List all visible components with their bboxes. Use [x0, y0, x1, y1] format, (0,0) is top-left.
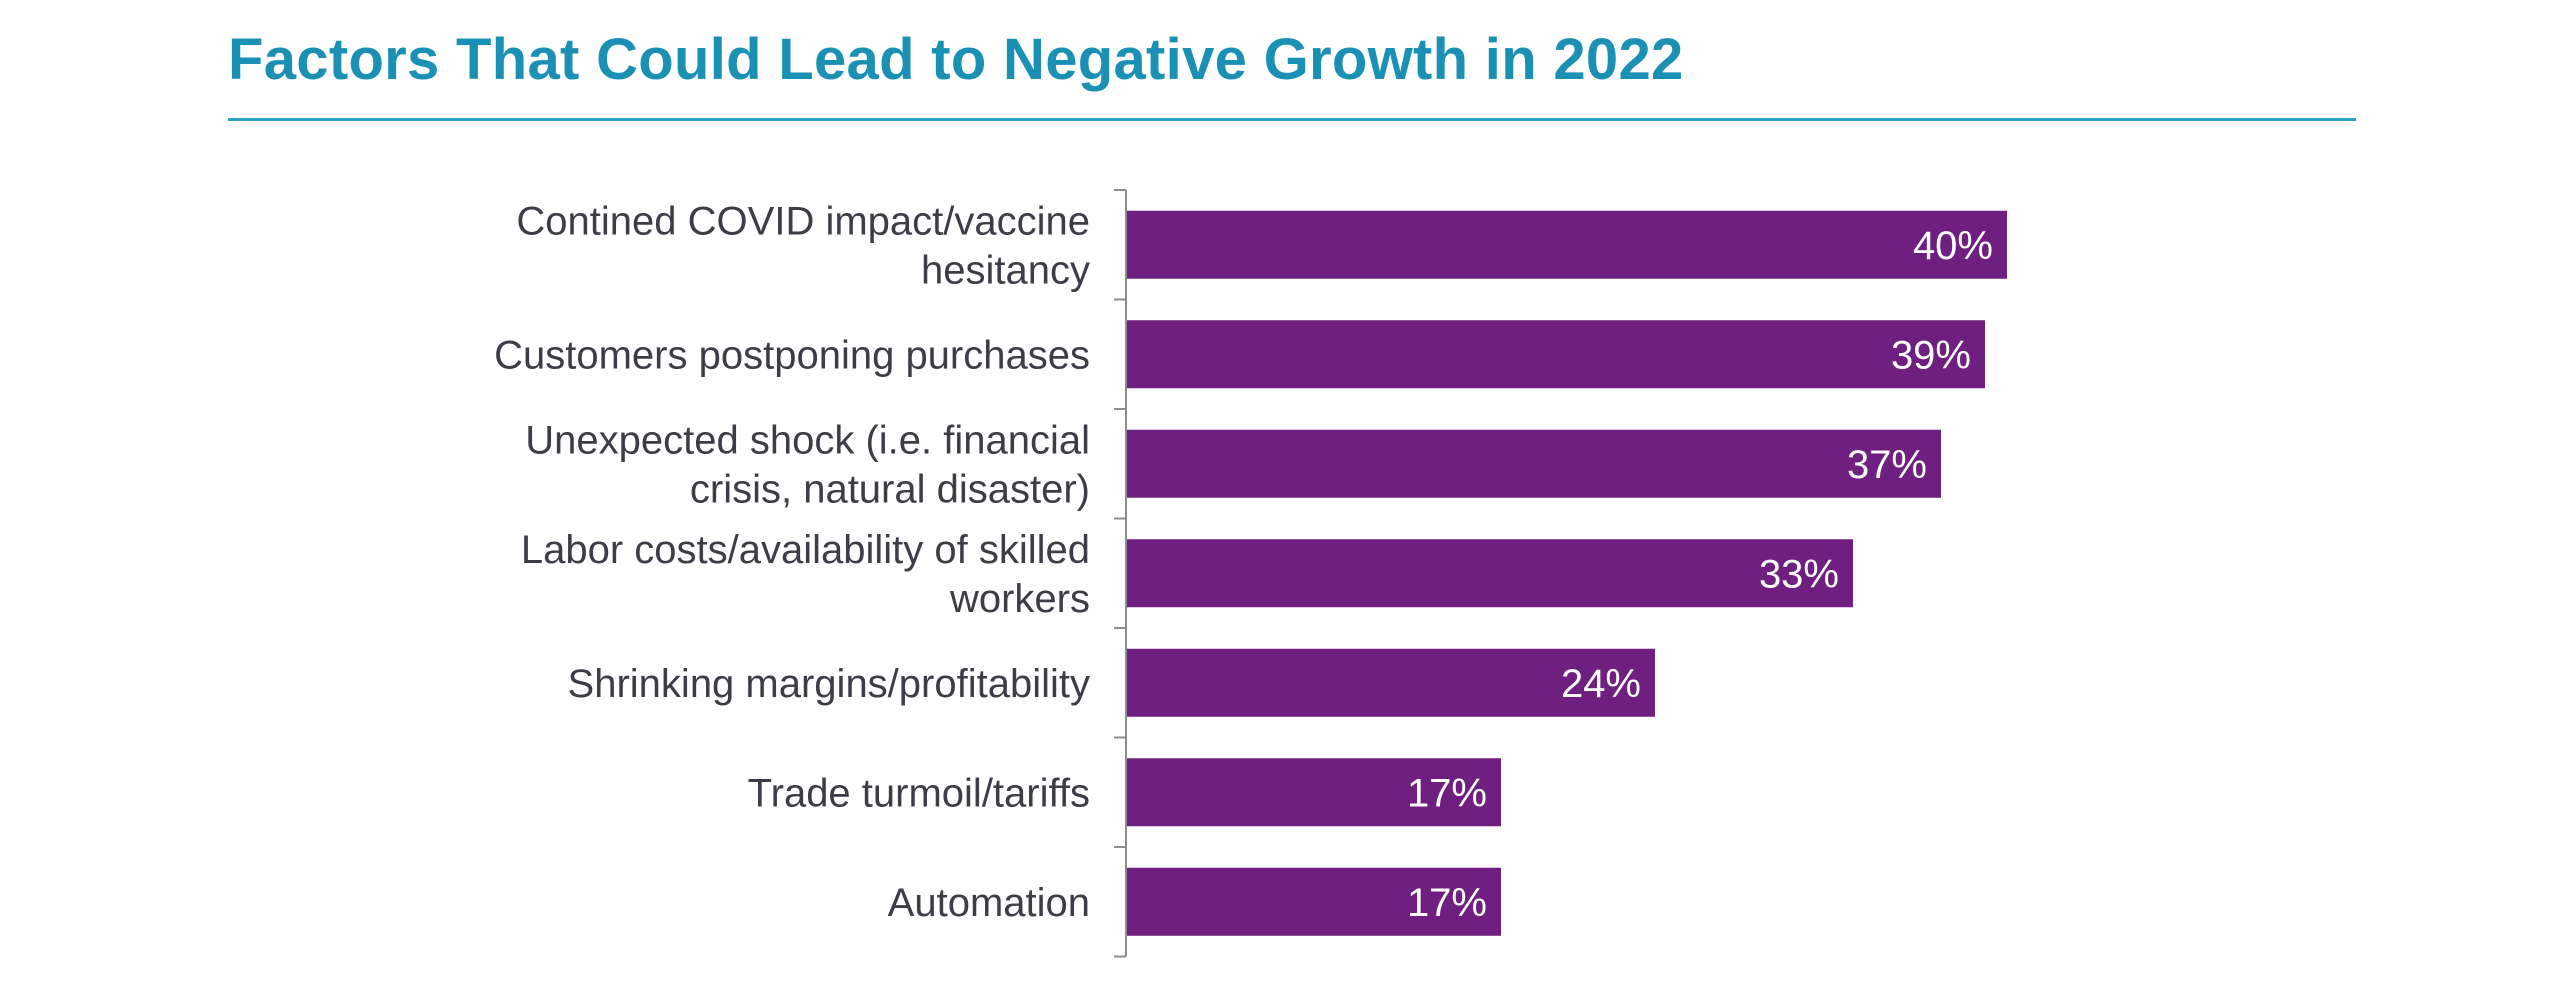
category-labels-group: Contined COVID impact/vaccine hesitancy Cu…: [494, 199, 1090, 925]
bar: [1127, 429, 1941, 498]
title-rule: [228, 118, 2356, 121]
y-axis: [1114, 189, 1127, 958]
category-label: Automation: [888, 881, 1090, 925]
category-label: workers: [949, 577, 1090, 621]
category-label: hesitancy: [921, 248, 1090, 292]
bars-group: 40% 39% 37% 33% 24% 17% 17%: [1127, 210, 2007, 936]
category-label: Trade turmoil/tariffs: [748, 771, 1090, 815]
data-label: 24%: [1561, 662, 1641, 706]
data-label: 33%: [1759, 552, 1839, 596]
chart-title: Factors That Could Lead to Negative Grow…: [228, 27, 1684, 92]
bar: [1127, 867, 1501, 936]
bar: [1127, 320, 1985, 389]
category-label: Unexpected shock (i.e. financial: [525, 418, 1090, 462]
bar: [1127, 758, 1501, 827]
category-label: Contined COVID impact/vaccine: [516, 199, 1090, 243]
data-label: 39%: [1891, 333, 1971, 377]
data-label: 17%: [1407, 881, 1487, 925]
data-label: 40%: [1913, 224, 1993, 268]
category-label: Customers postponing purchases: [494, 333, 1090, 377]
data-label: 17%: [1407, 771, 1487, 815]
bar: [1127, 539, 1853, 608]
data-label: 37%: [1847, 443, 1927, 487]
bar: [1127, 648, 1655, 717]
category-label: Shrinking margins/profitability: [568, 662, 1090, 706]
category-label: Labor costs/availability of skilled: [521, 528, 1090, 572]
category-label: crisis, natural disaster): [690, 467, 1090, 511]
bar: [1127, 210, 2007, 279]
